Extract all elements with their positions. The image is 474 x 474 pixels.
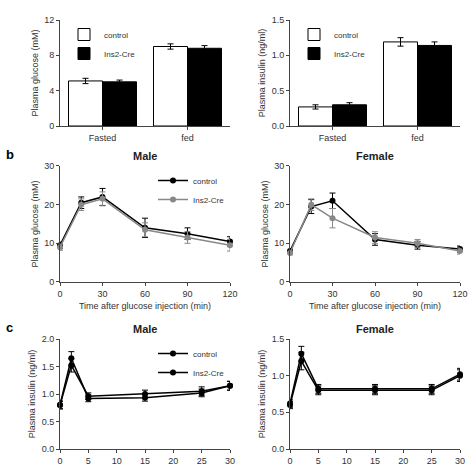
svg-text:60: 60 xyxy=(370,289,380,299)
svg-text:fed: fed xyxy=(411,133,424,143)
svg-text:1.0: 1.0 xyxy=(272,50,285,60)
svg-text:0: 0 xyxy=(57,456,62,466)
svg-text:fed: fed xyxy=(181,133,194,143)
svg-text:1.5: 1.5 xyxy=(272,334,285,344)
svg-text:Female: Female xyxy=(356,323,394,335)
svg-text:20: 20 xyxy=(274,200,284,210)
svg-text:5: 5 xyxy=(316,456,321,466)
svg-text:0.0: 0.0 xyxy=(272,121,285,131)
svg-text:1.5: 1.5 xyxy=(42,362,55,372)
svg-text:Fasted: Fasted xyxy=(319,133,347,143)
svg-text:8: 8 xyxy=(49,50,54,60)
svg-text:Female: Female xyxy=(356,150,394,162)
svg-text:Male: Male xyxy=(133,150,157,162)
svg-text:4: 4 xyxy=(49,86,54,96)
svg-text:1.0: 1.0 xyxy=(272,371,285,381)
svg-text:5: 5 xyxy=(86,456,91,466)
svg-text:control: control xyxy=(193,350,217,359)
svg-text:Time after glucose injection (: Time after glucose injection (min) xyxy=(79,301,211,311)
svg-text:30: 30 xyxy=(225,456,235,466)
svg-text:Ins2-Cre: Ins2-Cre xyxy=(193,196,224,205)
svg-text:c: c xyxy=(6,320,13,335)
svg-text:12: 12 xyxy=(44,15,54,25)
svg-text:Plasma glucose (mM): Plasma glucose (mM) xyxy=(260,180,270,267)
svg-text:Male: Male xyxy=(133,323,157,335)
svg-text:10: 10 xyxy=(112,456,122,466)
svg-text:0: 0 xyxy=(49,121,54,131)
svg-text:Plasma glucose (mM): Plasma glucose (mM) xyxy=(30,180,40,267)
svg-text:10: 10 xyxy=(44,238,54,248)
svg-text:10: 10 xyxy=(274,238,284,248)
svg-text:15: 15 xyxy=(140,456,150,466)
svg-text:Time after glucose injection (: Time after glucose injection (min) xyxy=(309,301,441,311)
svg-text:0.5: 0.5 xyxy=(272,86,285,96)
svg-text:Plasma insulin (ng/ml): Plasma insulin (ng/ml) xyxy=(257,350,267,439)
svg-text:Fasted: Fasted xyxy=(89,133,117,143)
svg-text:b: b xyxy=(6,147,14,162)
svg-text:30: 30 xyxy=(97,289,107,299)
svg-text:15: 15 xyxy=(370,456,380,466)
svg-text:Plasma insulin (ng/ml): Plasma insulin (ng/ml) xyxy=(27,350,37,439)
svg-text:control: control xyxy=(104,31,128,40)
svg-text:control: control xyxy=(193,177,217,186)
svg-text:0: 0 xyxy=(57,289,62,299)
svg-text:Ins2-Cre: Ins2-Cre xyxy=(334,50,365,59)
svg-text:30: 30 xyxy=(455,456,465,466)
svg-text:30: 30 xyxy=(327,289,337,299)
svg-text:20: 20 xyxy=(168,456,178,466)
svg-text:2.0: 2.0 xyxy=(42,334,55,344)
svg-text:Ins2-Cre: Ins2-Cre xyxy=(104,50,135,59)
svg-text:0.0: 0.0 xyxy=(42,444,55,454)
svg-text:30: 30 xyxy=(274,161,284,171)
svg-text:60: 60 xyxy=(140,289,150,299)
svg-text:120: 120 xyxy=(452,289,467,299)
svg-text:120: 120 xyxy=(222,289,237,299)
svg-text:control: control xyxy=(334,31,358,40)
svg-text:Ins2-Cre: Ins2-Cre xyxy=(193,369,224,378)
svg-text:30: 30 xyxy=(44,161,54,171)
svg-text:90: 90 xyxy=(412,289,422,299)
svg-text:Plasma glucose (mM): Plasma glucose (mM) xyxy=(30,29,40,116)
svg-text:90: 90 xyxy=(182,289,192,299)
svg-text:Plasma insulin (ng/ml): Plasma insulin (ng/ml) xyxy=(257,29,267,118)
svg-text:1.5: 1.5 xyxy=(272,15,285,25)
svg-text:10: 10 xyxy=(342,456,352,466)
svg-text:0.0: 0.0 xyxy=(272,444,285,454)
svg-text:0.5: 0.5 xyxy=(42,417,55,427)
svg-text:20: 20 xyxy=(398,456,408,466)
svg-text:0: 0 xyxy=(287,456,292,466)
svg-text:0: 0 xyxy=(49,277,54,287)
svg-text:20: 20 xyxy=(44,200,54,210)
svg-text:25: 25 xyxy=(197,456,207,466)
svg-text:25: 25 xyxy=(427,456,437,466)
svg-text:0: 0 xyxy=(287,289,292,299)
svg-text:0.5: 0.5 xyxy=(272,407,285,417)
svg-text:1.0: 1.0 xyxy=(42,389,55,399)
svg-text:0: 0 xyxy=(279,277,284,287)
